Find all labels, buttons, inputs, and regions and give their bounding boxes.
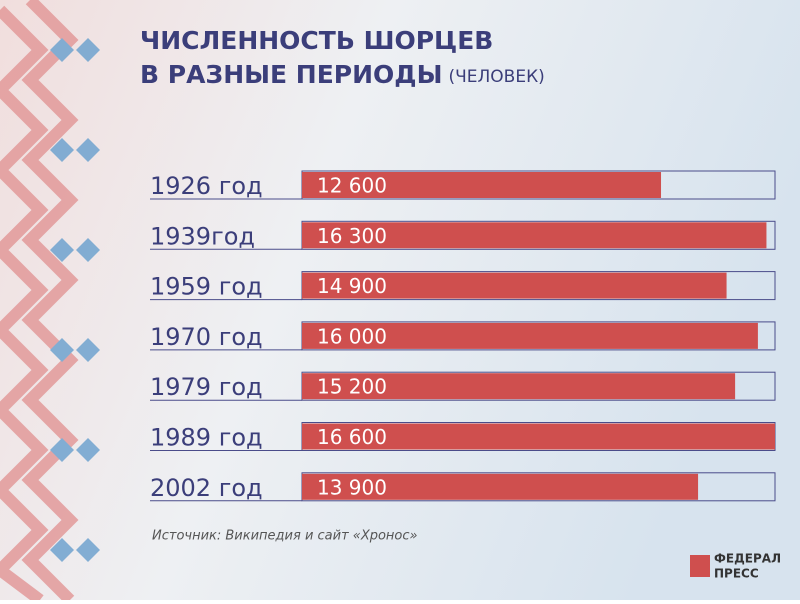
value-label: 16 000	[317, 324, 387, 348]
value-label: 12 600	[317, 174, 387, 198]
source-note: Источник: Википедия и сайт «Хронос»	[152, 529, 418, 544]
category-label: 1926 год	[150, 172, 263, 200]
bar	[302, 373, 736, 400]
bar	[302, 322, 758, 349]
bar	[302, 473, 699, 500]
bar	[302, 272, 727, 299]
chart-subtitle: В РАЗНЫЕ ПЕРИОДЫ	[140, 60, 442, 89]
logo-icon	[690, 555, 710, 577]
value-label: 15 200	[317, 375, 387, 399]
value-label: 16 600	[317, 425, 387, 449]
unit-note: (ЧЕЛОВЕК)	[448, 67, 544, 87]
value-label: 13 900	[317, 475, 387, 499]
category-label: 1939год	[150, 222, 255, 250]
bar	[302, 222, 767, 249]
bar	[302, 172, 662, 198]
category-label: 1989 год	[150, 424, 263, 452]
category-label: 1979 год	[150, 373, 263, 401]
logo-text: ПРЕСС	[714, 567, 759, 581]
category-label: 2002 год	[150, 474, 263, 502]
value-label: 16 300	[317, 224, 387, 248]
value-label: 14 900	[317, 274, 387, 298]
logo-text: ФЕДЕРАЛ	[714, 552, 781, 566]
chart-title: ЧИСЛЕННОСТЬ ШОРЦЕВ	[140, 26, 493, 55]
bar	[302, 423, 775, 450]
category-label: 1959 год	[150, 273, 263, 301]
category-label: 1970 год	[150, 323, 263, 351]
decor-pattern	[0, 0, 100, 604]
